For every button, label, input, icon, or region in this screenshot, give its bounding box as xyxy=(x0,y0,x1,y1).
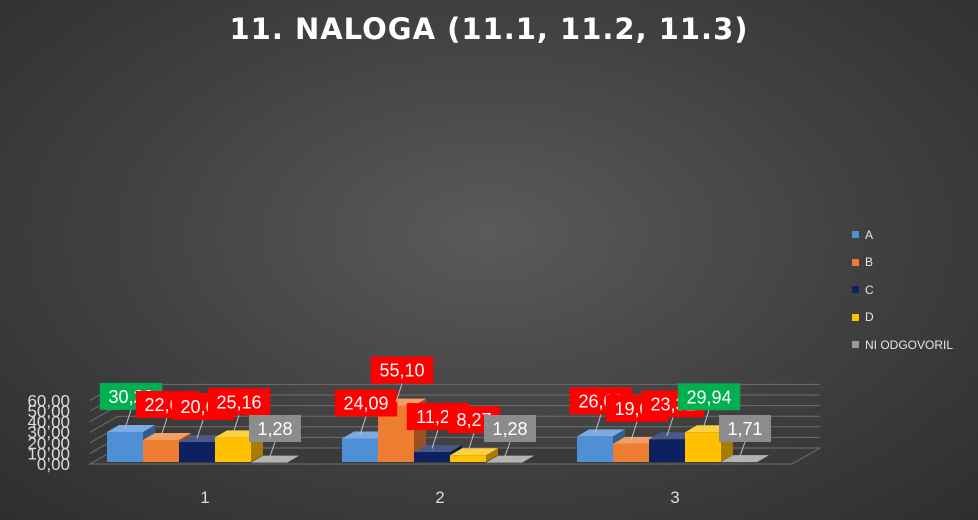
data-label: 1,28 xyxy=(484,415,536,460)
data-label-leader xyxy=(503,441,511,460)
legend-item: A xyxy=(852,221,953,249)
legend-swatch xyxy=(852,313,859,321)
data-label-box xyxy=(719,415,771,442)
y-tick-label: 20,00 xyxy=(27,434,70,453)
data-label-text: 25,16 xyxy=(216,392,261,412)
legend-swatch xyxy=(852,231,859,239)
bars xyxy=(107,398,769,463)
data-label-leader xyxy=(630,421,638,441)
bar-front xyxy=(143,439,179,462)
data-label: 55,10 xyxy=(370,356,434,403)
bar-front xyxy=(215,437,251,462)
data-label-leader xyxy=(702,410,710,429)
bar-front xyxy=(613,443,649,462)
bar-front xyxy=(450,455,486,462)
gridline-side xyxy=(89,415,119,433)
data-label: 1,71 xyxy=(719,415,771,459)
bar-top xyxy=(577,429,625,437)
bar-front xyxy=(649,439,685,462)
y-tick-label: 40,00 xyxy=(27,413,70,432)
x-tick-label: 2 xyxy=(435,488,444,507)
data-label-text: 29,94 xyxy=(686,387,731,407)
legend-item: NI ODGOVORIL xyxy=(852,331,953,359)
data-label-box xyxy=(484,415,536,442)
data-label-box xyxy=(334,389,398,417)
data-label-text: 1,28 xyxy=(257,419,292,439)
legend-item: D xyxy=(852,304,953,332)
data-label-text: 1,71 xyxy=(727,419,762,439)
bar-side xyxy=(486,448,498,462)
legend-label: D xyxy=(865,310,874,325)
data-label-box xyxy=(677,383,741,411)
y-tick-label: 10,00 xyxy=(27,444,70,463)
legend-item: C xyxy=(852,276,953,304)
bar-ni-odgovoril-2 xyxy=(486,455,534,463)
bar-front xyxy=(414,452,450,462)
y-tick-label: 30,00 xyxy=(27,423,70,442)
data-label-leader xyxy=(359,416,367,436)
legend-label: A xyxy=(865,227,874,242)
data-label-leader xyxy=(124,409,132,429)
data-label-box xyxy=(249,415,301,442)
bar-front xyxy=(107,431,143,462)
y-tick-label: 50,00 xyxy=(27,402,70,421)
legend-item: B xyxy=(852,249,953,277)
bar-top xyxy=(414,445,462,453)
legend-swatch xyxy=(852,258,859,266)
legend: A B C D NI ODGOVORIL xyxy=(852,221,953,359)
legend-swatch xyxy=(852,286,859,294)
bar-top xyxy=(107,424,155,432)
legend-label: C xyxy=(865,282,874,297)
bar-top xyxy=(721,455,769,463)
data-label-leader xyxy=(467,433,475,452)
bar-top xyxy=(251,455,299,463)
data-label: 24,09 xyxy=(334,389,398,436)
data-label-text: 1,28 xyxy=(492,419,527,439)
data-label-leader xyxy=(666,417,674,436)
data-label-leader xyxy=(431,429,439,449)
legend-swatch xyxy=(852,341,859,349)
bar-front xyxy=(685,432,721,462)
data-label-box xyxy=(370,356,434,384)
bar-d-2 xyxy=(450,448,498,462)
x-axis: 1 2 3 xyxy=(200,488,679,507)
data-label: 25,16 xyxy=(207,388,271,434)
bar-ni-odgovoril-3 xyxy=(721,455,769,463)
data-label-box xyxy=(207,388,271,416)
data-label-leader xyxy=(594,414,602,434)
legend-label: B xyxy=(865,255,874,270)
data-label: 29,94 xyxy=(677,383,741,429)
x-tick-label: 1 xyxy=(200,488,209,507)
data-label-leader xyxy=(232,415,240,434)
data-label-text: 24,09 xyxy=(343,393,388,413)
bar-front xyxy=(577,436,613,462)
data-label: 1,28 xyxy=(249,415,301,460)
bar-ni-odgovoril-1 xyxy=(251,455,299,463)
x-tick-label: 3 xyxy=(670,488,679,507)
bar-top xyxy=(450,448,498,456)
bar-front xyxy=(179,442,215,462)
legend-label: NI ODGOVORIL xyxy=(865,337,954,352)
data-label-text: 8,27 xyxy=(456,410,491,430)
data-label-leader xyxy=(196,419,204,439)
y-tick-label: 60,00 xyxy=(27,391,70,410)
data-label-leader xyxy=(738,441,746,459)
bar-top xyxy=(143,432,191,440)
chart-title: 11. NALOGA (11.1, 11.2, 11.3) xyxy=(229,12,749,46)
data-label-text: 55,10 xyxy=(379,361,424,381)
y-tick-label: 0,00 xyxy=(37,455,70,474)
bar-top xyxy=(486,455,534,463)
bar-front xyxy=(342,438,378,462)
data-label-leader xyxy=(268,441,276,460)
data-label-leader xyxy=(395,383,403,403)
data-label-leader xyxy=(160,417,168,437)
